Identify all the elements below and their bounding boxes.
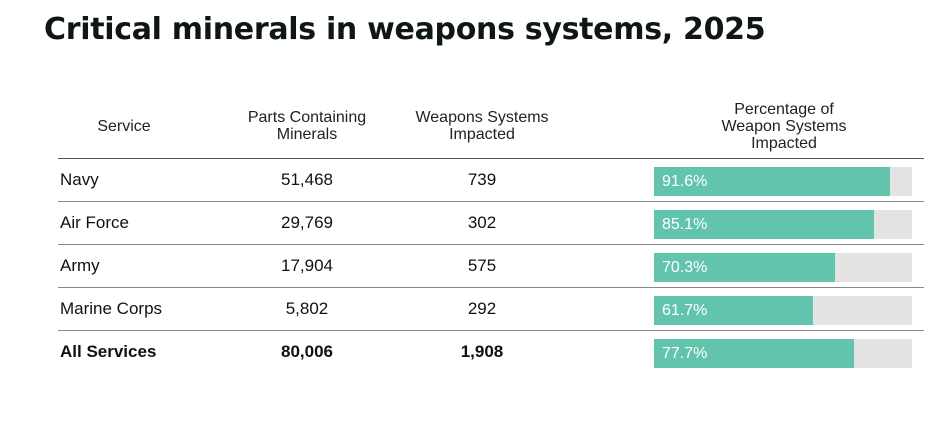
header-percentage-line-3: Impacted	[751, 134, 817, 152]
table-header: Service Parts Containing Minerals Weapon…	[58, 94, 924, 159]
service-cell: Marine Corps	[60, 299, 163, 318]
parts-cell: 5,802	[285, 299, 329, 318]
header-service: Service	[97, 117, 151, 135]
weapons-cell: 575	[467, 256, 497, 275]
percentage-bar	[654, 253, 836, 282]
weapons-cell: 292	[467, 299, 497, 318]
weapons-cell: 739	[467, 170, 497, 189]
percentage-bar	[654, 167, 891, 196]
percentage-bar-track: 77.7%	[654, 339, 912, 368]
service-cell: All Services	[60, 342, 157, 361]
header-percentage: Percentage of Weapon Systems Impacted	[654, 94, 914, 158]
header-parts: Parts Containing Minerals	[242, 94, 372, 158]
percentage-label: 77.7%	[662, 344, 708, 362]
percentage-bar-track: 61.7%	[654, 296, 912, 325]
percentage-bar	[654, 296, 814, 325]
percentage-label: 91.6%	[662, 172, 708, 190]
header-weapons: Weapons Systems Impacted	[404, 94, 560, 158]
percentage-label: 85.1%	[662, 215, 708, 233]
table-row: Navy 51,468 739 91.6%	[58, 159, 924, 202]
percentage-bar	[654, 210, 874, 239]
percentage-bar-track: 85.1%	[654, 210, 912, 239]
percentage-label: 61.7%	[662, 301, 708, 319]
data-table: Service Parts Containing Minerals Weapon…	[58, 94, 924, 373]
header-percentage-line-1: Percentage of	[734, 100, 834, 118]
parts-cell: 29,769	[281, 213, 333, 232]
parts-cell: 80,006	[281, 342, 333, 361]
percentage-label: 70.3%	[662, 258, 708, 276]
weapons-cell: 302	[467, 213, 497, 232]
header-weapons-line-2: Impacted	[449, 126, 515, 143]
header-percentage-line-2: Weapon Systems	[721, 117, 847, 135]
chart-title: Critical minerals in weapons systems, 20…	[44, 12, 766, 47]
table-body: Navy 51,468 739 91.6% Air Force 29,769 302 85.1…	[58, 159, 924, 373]
parts-cell: 51,468	[281, 170, 333, 189]
header-parts-line-1: Parts Containing	[247, 109, 367, 126]
table-row: Army 17,904 575 70.3%	[58, 245, 924, 288]
header-weapons-line-1: Weapons Systems	[415, 109, 549, 126]
header-parts-line-2: Minerals	[276, 126, 338, 143]
table-row: All Services 80,006 1,908 77.7%	[58, 331, 924, 373]
weapons-cell: 1,908	[460, 342, 504, 361]
percentage-bar-track: 70.3%	[654, 253, 912, 282]
percentage-bar-track: 91.6%	[654, 167, 912, 196]
parts-cell: 17,904	[281, 256, 333, 275]
table-row: Air Force 29,769 302 85.1%	[58, 202, 924, 245]
service-cell: Army	[60, 256, 100, 275]
service-cell: Navy	[60, 170, 99, 189]
table-row: Marine Corps 5,802 292 61.7%	[58, 288, 924, 331]
service-cell: Air Force	[60, 213, 129, 232]
percentage-bar	[654, 339, 855, 368]
